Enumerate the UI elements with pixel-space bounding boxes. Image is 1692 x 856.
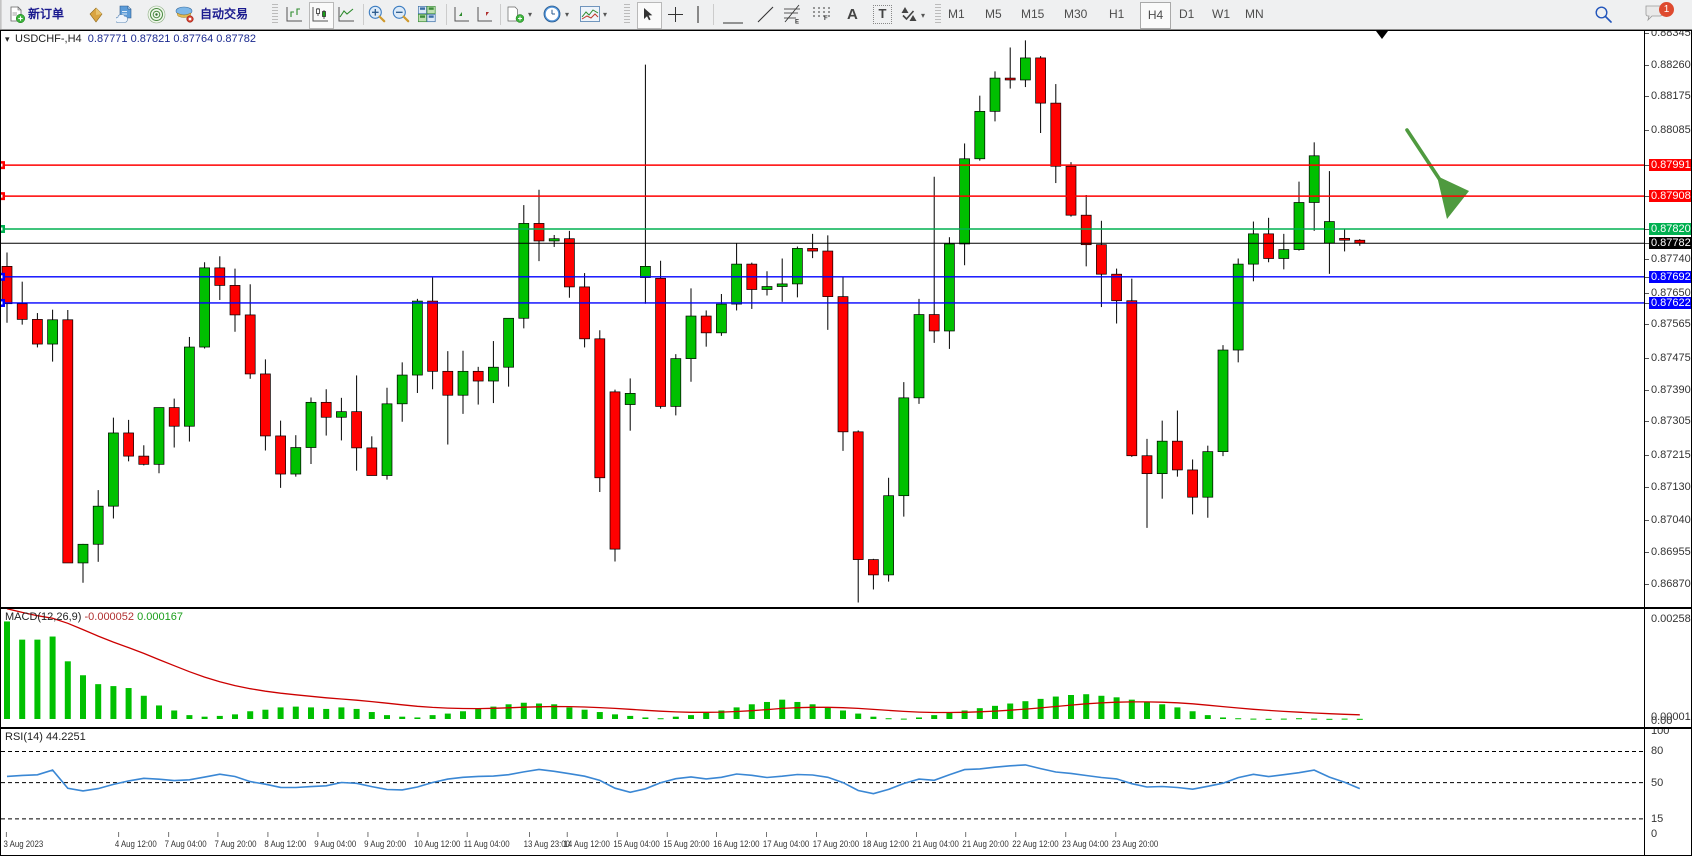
svg-text:F: F	[824, 16, 828, 20]
svg-text:E: E	[795, 20, 799, 25]
